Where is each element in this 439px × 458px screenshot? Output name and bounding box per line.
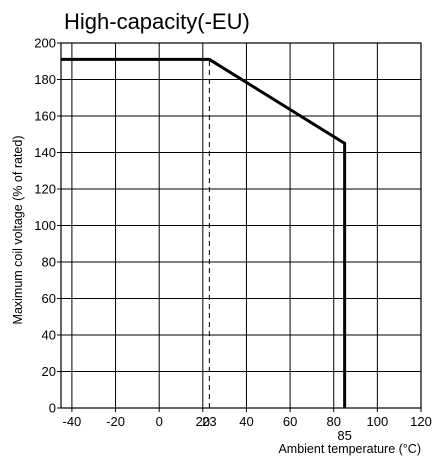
y-tick-label: 180 xyxy=(34,72,56,87)
x-marked-label: 23 xyxy=(202,414,216,429)
y-tick-label: 40 xyxy=(42,328,56,343)
x-tick-label: 0 xyxy=(156,414,163,429)
x-axis-label: Ambient temperature (°C) xyxy=(278,442,421,456)
series-line xyxy=(61,57,347,408)
x-tick-label: 80 xyxy=(326,414,340,429)
y-tick-label: 140 xyxy=(34,145,56,160)
y-tick-label: 80 xyxy=(42,255,56,270)
x-ticks: -40 -20 0 20 40 60 80 100 120 23 85 xyxy=(63,408,432,443)
x-tick-label: -40 xyxy=(63,414,82,429)
y-axis-label: Maximum coil voltage (% of rated) xyxy=(11,136,25,325)
x-marked-label: 85 xyxy=(337,428,351,443)
y-tick-label: 200 xyxy=(34,36,56,51)
x-tick-label: 60 xyxy=(283,414,297,429)
x-tick-label: 40 xyxy=(239,414,253,429)
y-tick-label: 160 xyxy=(34,109,56,124)
chart-title: High-capacity(-EU) xyxy=(64,9,250,34)
x-tick-label: 100 xyxy=(367,414,389,429)
y-tick-label: 120 xyxy=(34,182,56,197)
grid xyxy=(60,42,422,409)
y-tick-label: 100 xyxy=(34,218,56,233)
series-layer xyxy=(61,57,347,408)
x-tick-label: -20 xyxy=(106,414,125,429)
x-tick-label: 20 xyxy=(196,414,210,429)
y-tick-label: 20 xyxy=(42,364,56,379)
y-tick-label: 60 xyxy=(42,291,56,306)
y-ticks: 0 20 40 60 80 100 120 140 160 180 200 xyxy=(34,36,61,416)
x-tick-label: 120 xyxy=(410,414,432,429)
y-tick-label: 0 xyxy=(49,401,56,416)
